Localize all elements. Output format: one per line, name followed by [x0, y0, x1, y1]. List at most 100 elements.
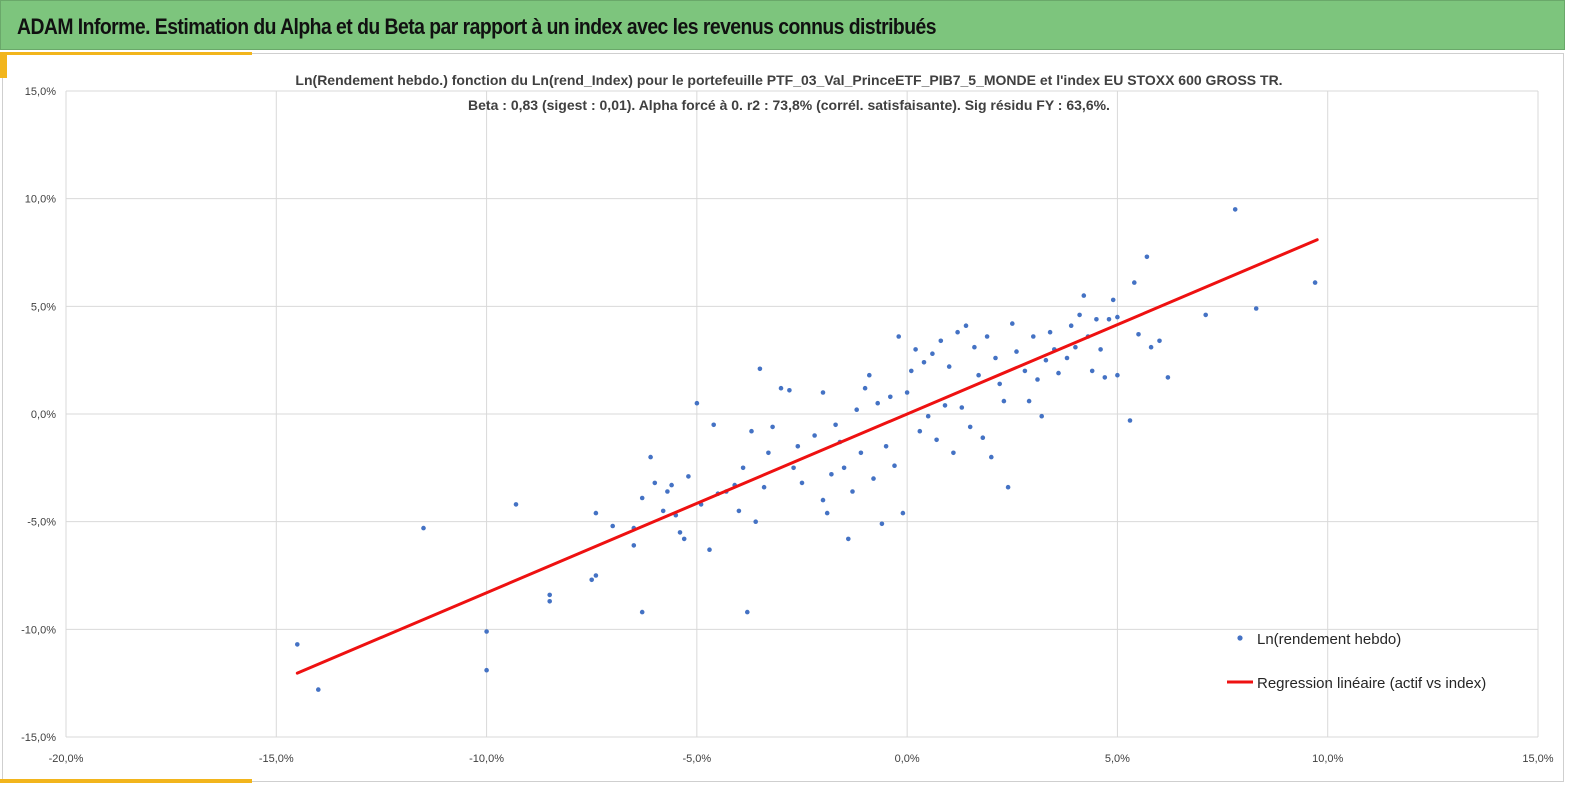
x-tick-label: 5,0%: [1105, 753, 1130, 765]
data-point: [1232, 207, 1238, 212]
data-point: [938, 338, 944, 344]
data-point: [421, 525, 426, 531]
data-point: [1026, 398, 1032, 404]
data-point: [972, 344, 977, 350]
data-point: [824, 510, 830, 516]
data-point: [917, 428, 923, 434]
data-point: [753, 519, 758, 524]
data-point: [850, 489, 855, 494]
data-point: [963, 323, 969, 329]
data-point: [589, 577, 594, 583]
data-point: [921, 360, 927, 365]
data-point: [1253, 306, 1259, 311]
data-point: [879, 521, 885, 527]
data-point: [484, 667, 489, 673]
data-point: [942, 403, 948, 408]
data-point: [1010, 321, 1015, 326]
legend-marker-points: [1237, 635, 1243, 641]
data-point: [686, 474, 691, 479]
data-point: [1068, 323, 1074, 329]
data-point: [955, 329, 960, 335]
y-tick-label: -15,0%: [21, 732, 56, 744]
data-point: [967, 424, 973, 430]
data-point: [593, 510, 599, 516]
data-point: [1115, 314, 1120, 320]
data-point: [1056, 370, 1061, 376]
data-point: [1110, 297, 1116, 303]
data-point: [795, 444, 801, 449]
data-point: [841, 465, 847, 471]
data-point: [1127, 418, 1133, 423]
x-tick-label: -20,0%: [49, 753, 84, 765]
accent-bar-bottom: [0, 779, 252, 783]
data-point: [547, 599, 552, 604]
data-point: [1043, 357, 1049, 363]
data-point: [1144, 254, 1150, 260]
accent-bar-top: [0, 52, 252, 55]
data-point: [711, 422, 716, 428]
accent-bar-left: [0, 52, 7, 78]
data-point: [1064, 355, 1070, 361]
y-tick-label: -10,0%: [21, 624, 56, 636]
legend-label-regression: Regression linéaire (actif vs index): [1257, 675, 1486, 692]
data-point: [547, 592, 552, 598]
x-tick-label: -5,0%: [682, 753, 711, 765]
report-title: ADAM Informe. Estimation du Alpha et du …: [17, 14, 937, 39]
data-point: [1001, 398, 1007, 404]
data-point: [846, 536, 851, 542]
data-point: [984, 334, 990, 339]
data-point: [883, 444, 889, 449]
data-point: [681, 536, 687, 542]
data-point: [799, 480, 805, 486]
data-point: [1165, 375, 1171, 380]
data-point: [610, 523, 615, 529]
y-tick-label: -5,0%: [27, 517, 56, 529]
data-point: [820, 390, 826, 395]
data-point: [770, 424, 775, 430]
data-point: [745, 609, 750, 615]
data-point: [913, 347, 918, 352]
data-point: [900, 510, 906, 516]
regression-line: [295, 238, 1319, 675]
data-point: [867, 372, 872, 378]
data-point: [1022, 368, 1028, 374]
x-tick-label: 15,0%: [1522, 753, 1553, 765]
data-point: [757, 366, 763, 372]
data-point: [707, 547, 712, 552]
data-point: [669, 482, 674, 488]
grid-lines: [65, 90, 1539, 738]
data-point: [1035, 377, 1040, 382]
data-point: [833, 422, 838, 428]
data-point: [1039, 413, 1044, 419]
data-point: [761, 484, 767, 490]
y-tick-label: 10,0%: [25, 194, 56, 206]
data-point: [652, 480, 658, 486]
data-point: [1081, 293, 1087, 298]
data-point: [778, 385, 784, 391]
x-tick-label: -15,0%: [259, 753, 294, 765]
data-point: [660, 508, 666, 514]
data-point: [993, 355, 998, 361]
data-point: [1115, 372, 1120, 378]
data-point: [295, 642, 300, 647]
data-point: [648, 454, 653, 460]
data-point: [1094, 317, 1099, 322]
data-point: [862, 385, 868, 391]
data-point: [892, 463, 897, 469]
data-point: [1106, 317, 1112, 322]
data-point: [909, 368, 914, 374]
data-point: [1136, 332, 1141, 337]
data-point: [959, 405, 965, 410]
data-point: [858, 450, 864, 456]
data-point: [1132, 280, 1137, 285]
data-point: [677, 530, 683, 535]
y-tick-label: 0,0%: [31, 409, 56, 421]
data-point: [854, 407, 859, 413]
legend: Ln(rendement hebdo) Regression linéaire …: [1227, 631, 1486, 692]
data-point: [1047, 329, 1053, 335]
data-point: [749, 428, 754, 434]
data-point: [1312, 280, 1318, 285]
data-points: [295, 207, 1318, 692]
chart-subtitle: Beta : 0,83 (sigest : 0,01). Alpha forcé…: [468, 97, 1110, 113]
data-point: [513, 502, 519, 507]
